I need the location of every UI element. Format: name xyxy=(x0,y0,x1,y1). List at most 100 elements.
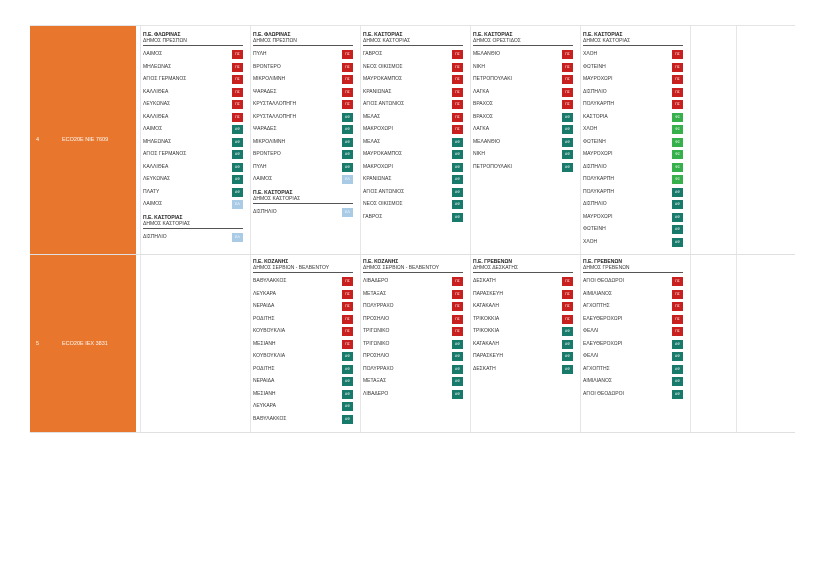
list-item: ΝΕΡΑΙΔΑ ΑΦ xyxy=(253,375,353,388)
location-name: ΡΟΔΙΤΗΣ xyxy=(253,315,275,322)
list-item: ΜΑΥΡΟΚΑΜΠΟΣ ΠΣ xyxy=(363,73,463,86)
location-name: ΜΗΛΕΩΝΑΣ xyxy=(143,138,172,145)
location-name: ΛΑΓΚΑ xyxy=(473,126,490,132)
status-badge: ΑΦ xyxy=(452,364,463,374)
status-badge: ΑΦ xyxy=(562,352,573,361)
column-divider xyxy=(140,26,141,254)
location-name: ΜΕΤΑΞΑΣ xyxy=(363,290,387,297)
list-item: ΚΟΥΒΟΥΚΛΙΑ ΠΣ xyxy=(253,325,353,338)
column-divider xyxy=(140,255,141,432)
list-item: ΛΕΥΚΩΝΑΣ ΑΦ xyxy=(143,173,243,186)
status-badge: ΑΦ xyxy=(562,327,573,336)
location-name: ΑΓΙΟΣ ΑΝΤΩΝΙΟΣ xyxy=(363,188,405,195)
row-code: ECO20E NIE 7609 xyxy=(62,137,109,143)
location-name: ΜΑΥΡΟΧΩΡΙ xyxy=(583,151,613,157)
status-badge: ΕΛ xyxy=(232,232,243,242)
list-item: ΜΑΥΡΟΧΩΡΙ ΠΣ xyxy=(583,73,683,86)
status-badge: ΠΣ xyxy=(452,50,463,59)
status-badge: ΠΣ xyxy=(452,62,463,72)
location-name: ΝΕΡΑΙΔΑ xyxy=(253,303,275,309)
status-badge: ΑΦ xyxy=(452,162,463,172)
list-item: ΛΑΙΜΟΣ ΑΦ xyxy=(143,123,243,136)
location-name: ΔΕΣΚΑΤΗ xyxy=(473,278,496,284)
status-badge: ΠΣ xyxy=(672,327,683,336)
location-name: ΔΙΣΠΗΛΙΟ xyxy=(143,233,167,240)
status-badge: ΑΦ xyxy=(452,389,463,399)
location-name: ΚΟΥΒΟΥΚΛΙΑ xyxy=(253,353,286,359)
list-item: ΕΛΕΥΘΕΡΟΧΩΡΙ ΠΣ xyxy=(583,313,683,326)
column-divider xyxy=(470,26,471,254)
location-name: ΚΑΛΛΙΘΕΑ xyxy=(143,163,169,170)
location-name: ΑΙΜΙΛΙΑΝΟΣ xyxy=(583,290,612,297)
status-badge: ΦΣ xyxy=(672,112,683,122)
location-name: ΛΕΥΚΑΡΑ xyxy=(253,290,276,297)
list-item: ΔΙΣΠΗΛΙΟ ΠΣ xyxy=(583,86,683,99)
list-item: ΑΓΙΟΙ ΘΕΟΔΩΡΟΙ ΑΦ xyxy=(583,388,683,401)
top-divider xyxy=(30,25,795,26)
location-name: ΛΑΙΜΟΣ xyxy=(143,51,163,57)
location-name: ΠΡΟΣΗΛΙΟ xyxy=(363,315,390,322)
list-item: ΚΡΥΣΤΑΛΛΟΠΗΓΗ ΠΣ xyxy=(253,98,353,111)
list-item: ΠΥΛΗ ΑΦ xyxy=(253,161,353,174)
list-item: ΜΕΣΙΑΝΗ ΑΦ xyxy=(253,388,353,401)
status-badge: ΠΣ xyxy=(672,87,683,97)
status-badge: ΠΣ xyxy=(672,50,683,59)
list-item: ΚΑΛΛΙΘΕΑ ΠΣ xyxy=(143,111,243,124)
list-item: ΜΑΚΡΟΧΩΡΙ ΠΣ xyxy=(363,123,463,136)
status-badge: ΠΣ xyxy=(452,112,463,122)
municipality-title: ΔΗΜΟΣ ΣΕΡΒΙΩΝ - ΒΕΛΒΕΝΤΟΥ xyxy=(253,265,353,273)
location-name: ΤΡΙΚΟΚΚΙΑ xyxy=(473,328,500,334)
status-badge: ΑΦ xyxy=(562,125,573,134)
location-name: ΠΟΛΥΚΑΡΠΗ xyxy=(583,101,614,107)
status-badge: ΑΦ xyxy=(232,150,243,159)
location-name: ΑΓΙΟΣ ΓΕΡΜΑΝΟΣ xyxy=(143,76,187,82)
status-badge: ΑΦ xyxy=(232,162,243,172)
list-item: ΠΕΤΡΟΠΟΥΛΑΚΙ ΠΣ xyxy=(473,73,573,86)
list-item: ΜΕΣΙΑΝΗ ΠΣ xyxy=(253,338,353,351)
list-item: ΑΙΜΙΛΙΑΝΟΣ ΑΦ xyxy=(583,375,683,388)
status-badge: ΠΣ xyxy=(232,112,243,122)
list-item: ΦΩΤΕΙΝΗ ΠΣ xyxy=(583,61,683,74)
table-row: 5 ECO20E IEX 3831 Π.Ε. ΚΟΖΑΝΗΣ ΔΗΜΟΣ ΣΕΡΒΙΩ… xyxy=(30,255,795,432)
location-name: ΑΓΧΟΠΤΗΣ xyxy=(583,303,610,309)
list-item: ΦΩΤΕΙΝΗ ΑΦ xyxy=(583,223,683,236)
status-badge: ΦΣ xyxy=(672,175,683,184)
status-badge: ΑΦ xyxy=(232,137,243,147)
status-badge: ΑΦ xyxy=(672,212,683,222)
status-badge: ΠΣ xyxy=(342,339,353,349)
status-badge: ΑΦ xyxy=(342,414,353,424)
list-item: ΜΑΚΡΟΧΩΡΙ ΑΦ xyxy=(363,161,463,174)
status-badge: ΑΦ xyxy=(452,187,463,197)
region-title: Π.Ε. ΚΑΣΤΟΡΙΑΣ xyxy=(143,214,183,221)
status-badge: ΑΦ xyxy=(342,389,353,399)
location-name: ΚΑΛΛΙΘΕΑ xyxy=(143,113,169,120)
location-name: ΜΑΥΡΟΚΑΜΠΟΣ xyxy=(363,76,403,82)
status-badge: ΑΦ xyxy=(452,150,463,159)
location-name: ΦΩΤΕΙΝΗ xyxy=(583,138,606,145)
status-badge: ΠΣ xyxy=(672,314,683,324)
list-item: ΝΙΚΗ ΠΣ xyxy=(473,61,573,74)
column-divider xyxy=(580,26,581,254)
location-name: ΜΑΥΡΟΚΑΜΠΟΣ xyxy=(363,151,403,157)
list-item: ΤΡΙΚΟΚΚΙΑ ΑΦ xyxy=(473,325,573,338)
location-name: ΠΥΛΗ xyxy=(253,163,267,170)
location-name: ΛΑΙΜΟΣ xyxy=(143,201,163,207)
status-badge: ΑΦ xyxy=(342,137,353,147)
municipality-title: ΔΗΜΟΣ ΚΑΣΤΟΡΙΑΣ xyxy=(363,38,463,46)
location-name: ΠΟΛΥΚΑΡΠΗ xyxy=(583,188,614,195)
location-column: Π.Ε. ΚΟΖΑΝΗΣ ΔΗΜΟΣ ΣΕΡΒΙΩΝ - ΒΕΛΒΕΝΤΟΥ ΛΙΒ… xyxy=(363,259,463,400)
location-column: Π.Ε. ΚΑΣΤΟΡΙΑΣ ΔΗΜΟΣ ΚΑΣΤΟΡΙΑΣ ΓΑΒΡΟΣ ΠΣ ΝΕΟ… xyxy=(363,32,463,223)
status-badge: ΠΣ xyxy=(342,62,353,72)
location-name: ΑΙΜΙΛΙΑΝΟΣ xyxy=(583,378,612,384)
list-item: ΑΓΙΟΣ ΑΝΤΩΝΙΟΣ ΠΣ xyxy=(363,98,463,111)
location-name: ΛΕΥΚΑΡΑ xyxy=(253,403,276,409)
status-badge: ΕΛ xyxy=(342,175,353,184)
list-item: ΕΛΕΥΘΕΡΟΧΩΡΙ ΑΦ xyxy=(583,338,683,351)
location-name: ΔΙΣΠΗΛΙΟ xyxy=(583,201,607,207)
status-badge: ΠΣ xyxy=(562,62,573,72)
status-badge: ΠΣ xyxy=(452,87,463,97)
table-row: 4 ECO20E NIE 7609 Π.Ε. ΦΛΩΡΙΝΑΣ ΔΗΜΟΣ ΠΡΕΣΠ… xyxy=(30,26,795,254)
status-badge: ΑΦ xyxy=(342,112,353,122)
location-name: ΑΓΙΟΣ ΑΝΤΩΝΙΟΣ xyxy=(363,101,405,107)
status-badge: ΠΣ xyxy=(562,289,573,299)
